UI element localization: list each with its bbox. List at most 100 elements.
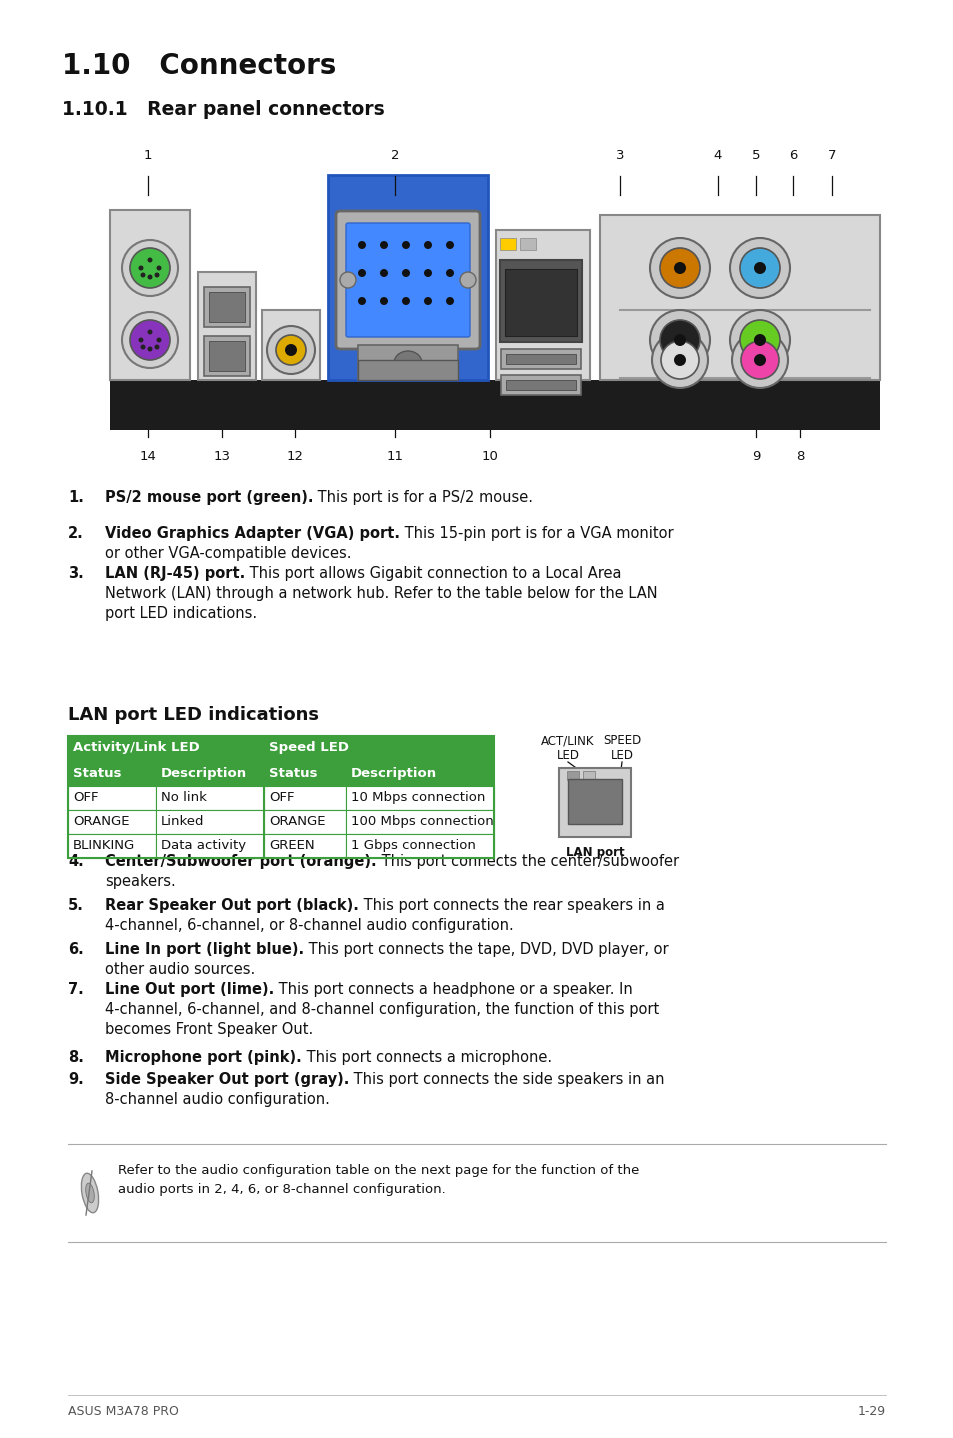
Circle shape [729,239,789,298]
Circle shape [459,272,476,288]
Circle shape [379,298,388,305]
Circle shape [753,334,765,347]
Text: Status: Status [269,766,317,779]
Circle shape [379,269,388,278]
Text: 1: 1 [144,150,152,162]
Text: OFF: OFF [269,791,294,804]
Text: 8.: 8. [68,1050,84,1066]
Text: 2.: 2. [68,526,84,541]
Text: 6.: 6. [68,942,84,958]
Text: Video Graphics Adapter (VGA) port.: Video Graphics Adapter (VGA) port. [105,526,399,541]
Circle shape [275,335,306,365]
Text: 2: 2 [391,150,399,162]
Circle shape [446,242,454,249]
Circle shape [357,298,366,305]
Text: 4.: 4. [68,854,84,869]
Text: This port connects the rear speakers in a: This port connects the rear speakers in … [358,897,664,913]
Text: This 15-pin port is for a VGA monitor: This 15-pin port is for a VGA monitor [399,526,673,541]
Circle shape [659,321,700,360]
Bar [68,736,494,858]
Text: ORANGE: ORANGE [269,815,325,828]
Bar [156,810,264,834]
Circle shape [673,262,685,275]
Text: OFF: OFF [73,791,98,804]
Circle shape [423,242,432,249]
Text: LAN (RJ-45) port.: LAN (RJ-45) port. [105,567,245,581]
Text: Status: Status [73,766,121,779]
Circle shape [138,266,143,270]
Bar [68,736,494,762]
Text: PS/2 mouse port (green).: PS/2 mouse port (green). [105,490,314,505]
Circle shape [140,345,146,349]
Text: 9.: 9. [68,1071,84,1087]
Text: speakers.: speakers. [105,874,175,889]
FancyBboxPatch shape [505,380,576,390]
Bar [346,810,494,834]
Circle shape [401,298,410,305]
Text: SPEED: SPEED [602,733,640,746]
Text: 1.10   Connectors: 1.10 Connectors [62,52,336,81]
Ellipse shape [394,351,421,375]
Bar [346,834,494,858]
FancyBboxPatch shape [504,269,577,336]
Text: Rear Speaker Out port (black).: Rear Speaker Out port (black). [105,897,358,913]
Circle shape [154,272,159,278]
Bar [156,834,264,858]
Text: Microphone port (pink).: Microphone port (pink). [105,1050,301,1066]
Circle shape [357,269,366,278]
Text: GREEN: GREEN [269,838,314,851]
Text: 12: 12 [286,450,303,463]
Text: 8: 8 [795,450,803,463]
Circle shape [122,312,178,368]
Text: 3: 3 [615,150,623,162]
Text: 1 Gbps connection: 1 Gbps connection [351,838,476,851]
Circle shape [673,354,685,367]
Circle shape [649,311,709,370]
Circle shape [285,344,296,357]
Text: 4: 4 [713,150,721,162]
Circle shape [660,341,699,380]
Text: Line Out port (lime).: Line Out port (lime). [105,982,274,997]
Text: This port is for a PS/2 mouse.: This port is for a PS/2 mouse. [314,490,533,505]
Bar [346,787,494,810]
Text: LAN port: LAN port [565,846,623,858]
Circle shape [401,242,410,249]
Circle shape [122,240,178,296]
FancyBboxPatch shape [500,375,580,395]
Text: 5.: 5. [68,897,84,913]
Text: port LED indications.: port LED indications. [105,605,257,621]
Circle shape [649,239,709,298]
Text: ACT/LINK: ACT/LINK [540,733,594,746]
Circle shape [148,329,152,335]
Ellipse shape [81,1173,98,1212]
Circle shape [401,269,410,278]
Text: ASUS M3A78 PRO: ASUS M3A78 PRO [68,1405,179,1418]
Text: This port connects a microphone.: This port connects a microphone. [301,1050,551,1066]
Text: Linked: Linked [161,815,204,828]
Text: audio ports in 2, 4, 6, or 8-channel configuration.: audio ports in 2, 4, 6, or 8-channel con… [118,1183,445,1196]
Bar [198,272,255,380]
FancyBboxPatch shape [558,768,630,837]
Text: 100 Mbps connection: 100 Mbps connection [351,815,494,828]
Bar [357,345,457,380]
Bar [519,239,536,250]
Bar [566,771,578,779]
Text: This port allows Gigabit connection to a Local Area: This port allows Gigabit connection to a… [245,567,621,581]
Circle shape [148,257,152,263]
Bar [156,787,264,810]
Text: 1.10.1   Rear panel connectors: 1.10.1 Rear panel connectors [62,101,384,119]
Text: Line In port (light blue).: Line In port (light blue). [105,942,304,958]
Text: 7: 7 [827,150,836,162]
Text: 8-channel audio configuration.: 8-channel audio configuration. [105,1091,330,1107]
Text: No link: No link [161,791,207,804]
Text: This port connects a headphone or a speaker. In: This port connects a headphone or a spea… [274,982,633,997]
Circle shape [753,354,765,367]
Text: Activity/Link LED: Activity/Link LED [73,741,199,754]
Circle shape [729,311,789,370]
Text: Data activity: Data activity [161,838,246,851]
Circle shape [357,242,366,249]
Text: LED: LED [610,749,633,762]
Text: ORANGE: ORANGE [73,815,130,828]
Text: Center/Subwoofer port (orange).: Center/Subwoofer port (orange). [105,854,376,869]
Circle shape [267,326,314,374]
